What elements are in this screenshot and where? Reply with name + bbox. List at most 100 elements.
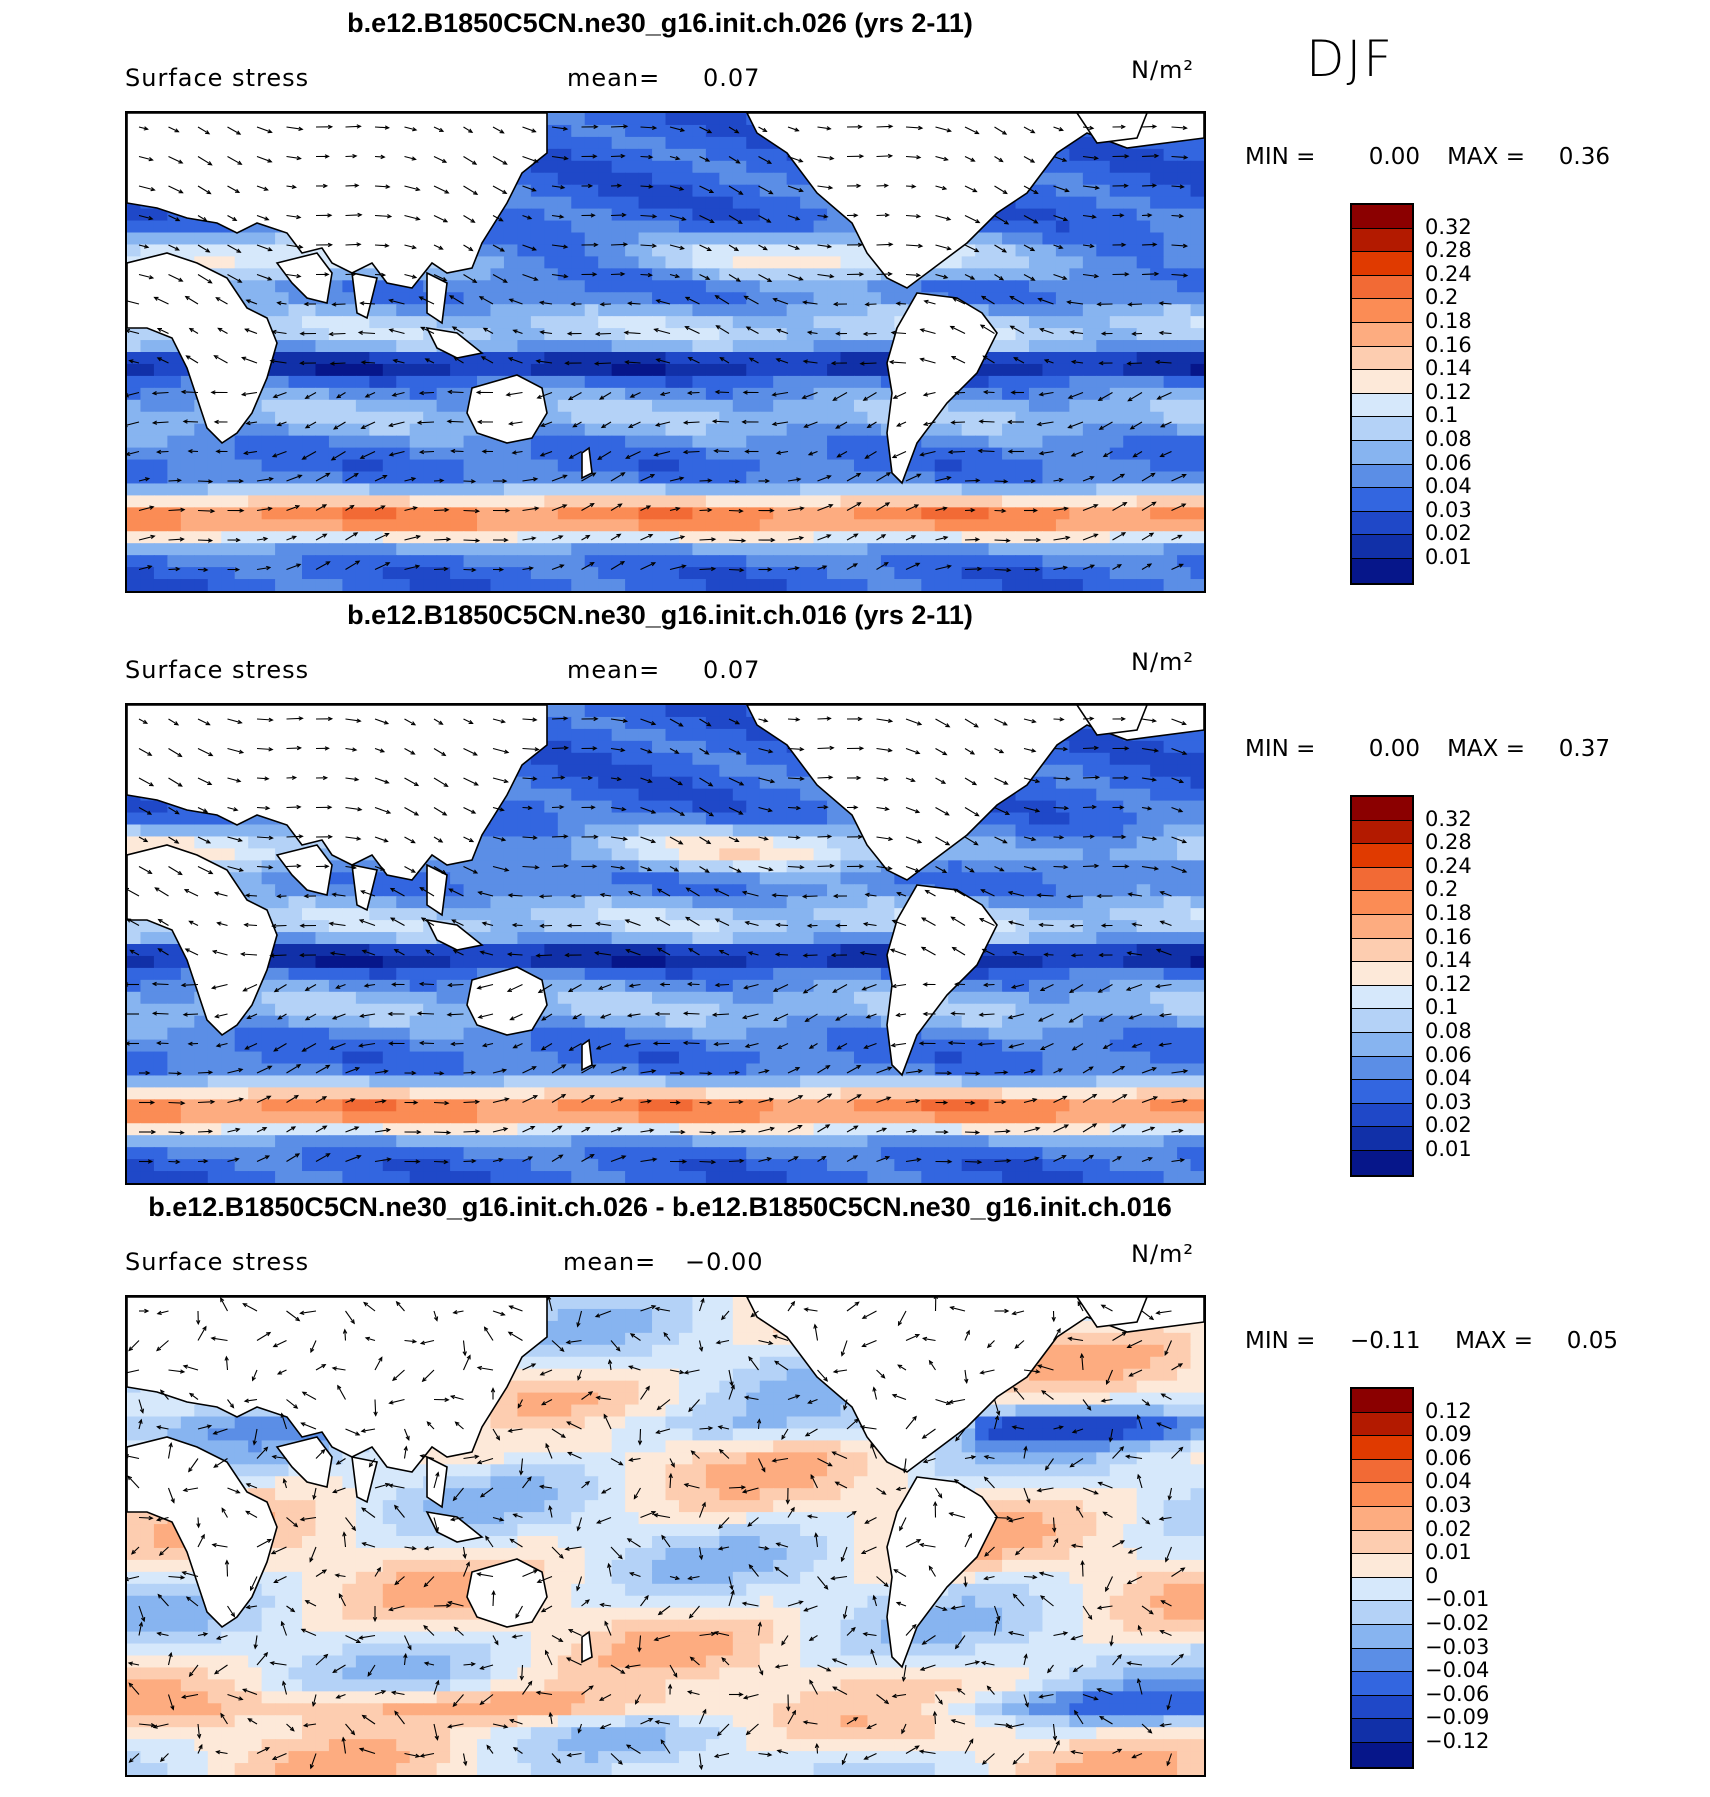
colorbar-tick-label: 0.12 [1425, 1398, 1472, 1423]
colorbar-segment [1352, 1483, 1412, 1507]
colorbar-tick-label: −0.03 [1425, 1634, 1490, 1659]
colorbar-segment [1352, 488, 1412, 512]
colorbar-tick-label: 0.12 [1425, 379, 1472, 404]
map-plot [125, 703, 1206, 1185]
colorbar-tick-label: 0.18 [1425, 309, 1472, 333]
colorbar-tick-label: 0.18 [1425, 901, 1472, 925]
colorbar-segment [1352, 1150, 1412, 1175]
mean-label: mean= [567, 64, 661, 92]
colorbar-tick-label: −0.01 [1425, 1587, 1490, 1612]
colorbar-tick-label: 0.02 [1425, 1113, 1472, 1138]
map-plot [125, 111, 1206, 593]
colorbar-segment [1352, 440, 1412, 465]
units-label: N/m² [1131, 1240, 1195, 1268]
colorbar-tick-label: 0.28 [1425, 238, 1472, 263]
colorbar-segment [1352, 322, 1412, 347]
units-label: N/m² [1131, 648, 1195, 676]
min-value: 0.00 [1368, 144, 1420, 170]
colorbar-segment [1352, 844, 1412, 868]
panel-2: b.e12.B1850C5CN.ne30_g16.init.ch.016 (yr… [0, 592, 1710, 1185]
min-label: MIN = [1245, 1328, 1316, 1354]
panel-title: b.e12.B1850C5CN.ne30_g16.init.ch.016 (yr… [347, 600, 973, 630]
colorbar-segment [1352, 1080, 1412, 1104]
colorbar-tick-label: 0.03 [1425, 1493, 1472, 1517]
max-value: 0.05 [1566, 1328, 1618, 1354]
min-label: MIN = [1245, 144, 1316, 170]
colorbar-segment [1352, 1436, 1412, 1460]
colorbar-segment [1352, 1389, 1412, 1413]
max-label: MAX = [1455, 1328, 1533, 1354]
colorbar-segment [1352, 275, 1412, 300]
colorbar-segment [1352, 1032, 1412, 1057]
colorbar-segment [1352, 1624, 1412, 1649]
colorbar-segment [1352, 205, 1412, 229]
max-label: MAX = [1447, 736, 1525, 762]
colorbar-tick-label: 0.28 [1425, 830, 1472, 855]
min-max-readout: MIN = 0.00 MAX = 0.36 [1245, 144, 1610, 170]
colorbar-tick-label: 0.14 [1425, 948, 1472, 973]
colorbar-tick-label: 0.08 [1425, 427, 1472, 451]
colorbar-segment [1352, 346, 1412, 371]
colorbar-tick-label: 0.32 [1425, 214, 1472, 239]
colorbar-segment [1352, 891, 1412, 915]
colorbar-segment [1352, 1648, 1412, 1673]
colorbar-segment [1352, 511, 1412, 536]
max-value: 0.37 [1558, 736, 1610, 762]
colorbar-tick-label: 0.03 [1425, 497, 1472, 522]
colorbar-tick-label: −0.02 [1425, 1611, 1490, 1635]
colorbar-segment [1352, 1530, 1412, 1555]
colorbar-segment [1352, 464, 1412, 489]
colorbar-segment [1352, 417, 1412, 441]
colorbar-tick-label: 0.24 [1425, 853, 1472, 878]
mean-value: 0.07 [703, 64, 761, 92]
colorbar-segment [1352, 797, 1412, 821]
colorbar-tick-label: 0.1 [1425, 403, 1459, 428]
mean-value: −0.00 [685, 1248, 764, 1276]
panel-title: b.e12.B1850C5CN.ne30_g16.init.ch.026 (yr… [347, 8, 973, 38]
mean-value: 0.07 [703, 656, 761, 684]
colorbar-segment [1352, 535, 1412, 559]
max-value: 0.36 [1558, 144, 1610, 170]
min-value: −0.11 [1350, 1328, 1421, 1354]
colorbar-tick-label: 0.03 [1425, 1089, 1472, 1114]
min-max-readout: MIN = 0.00 MAX = 0.37 [1245, 736, 1610, 762]
colorbar-segment [1352, 370, 1412, 394]
colorbar-segment [1352, 820, 1412, 845]
variable-label: Surface stress [125, 64, 310, 92]
colorbar-tick-label: 0.16 [1425, 924, 1472, 949]
colorbar-tick-label: 0.2 [1425, 877, 1459, 902]
colorbar-segment [1352, 1506, 1412, 1531]
colorbar-tick-label: 0.01 [1425, 545, 1472, 569]
colorbar-segment [1352, 1695, 1412, 1720]
colorbar-tick-label: 0.02 [1425, 1516, 1472, 1541]
colorbar-segment [1352, 1127, 1412, 1151]
colorbar-segment [1352, 1554, 1412, 1578]
mean-label: mean= [567, 656, 661, 684]
colorbar-segment [1352, 393, 1412, 418]
panel-title: b.e12.B1850C5CN.ne30_g16.init.ch.026 - b… [148, 1192, 1172, 1222]
colorbar-segment [1352, 985, 1412, 1010]
colorbar-tick-label: 0 [1425, 1563, 1439, 1588]
colorbar-tick-label: 0.06 [1425, 1445, 1472, 1470]
colorbar-segment [1352, 938, 1412, 963]
variable-label: Surface stress [125, 656, 310, 684]
colorbar-segment [1352, 867, 1412, 892]
colorbar-tick-label: −0.09 [1425, 1705, 1490, 1730]
colorbar-segment [1352, 1742, 1412, 1767]
min-max-readout: MIN = −0.11 MAX = 0.05 [1245, 1328, 1618, 1354]
colorbar-segment [1352, 1672, 1412, 1696]
colorbar-tick-label: 0.08 [1425, 1019, 1472, 1043]
panel-3: b.e12.B1850C5CN.ne30_g16.init.ch.026 - b… [0, 1184, 1710, 1777]
map-plot [125, 1295, 1206, 1777]
colorbar-segment [1352, 962, 1412, 986]
colorbar-segment [1352, 558, 1412, 583]
colorbar-segment [1352, 299, 1412, 323]
colorbar-segment [1352, 1459, 1412, 1484]
colorbar-tick-label: 0.06 [1425, 450, 1472, 475]
colorbar [1350, 1387, 1414, 1769]
colorbar-tick-label: 0.2 [1425, 285, 1459, 310]
colorbar-tick-label: −0.06 [1425, 1681, 1490, 1706]
colorbar-tick-label: 0.06 [1425, 1042, 1472, 1067]
min-label: MIN = [1245, 736, 1316, 762]
colorbar-tick-label: 0.14 [1425, 356, 1472, 381]
